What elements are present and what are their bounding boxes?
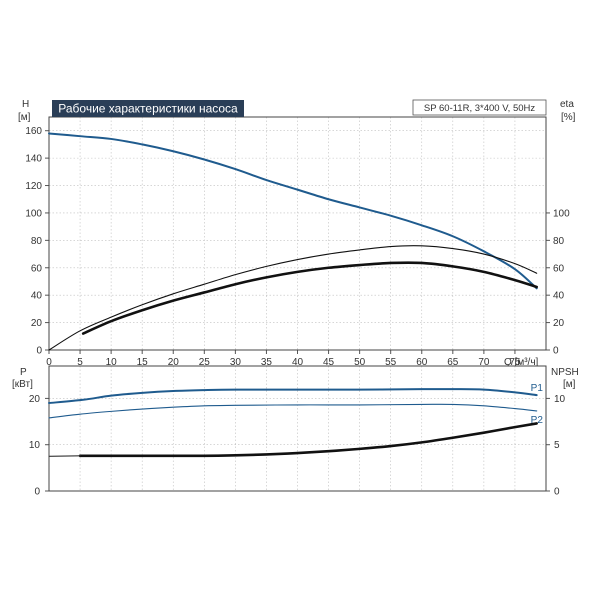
top-y-right-tick-label: 60 [553,263,565,274]
top-y-right-axis-unit: [%] [561,112,576,123]
top-y-left-tick-label: 60 [31,263,43,274]
top-chart-subtitle: SP 60-11R, 3*400 V, 50Hz [424,103,536,114]
bottom-y-right-axis-unit: [м] [563,379,576,390]
top-y-left-tick-label: 140 [25,154,42,165]
top-y-left-tick-label: 0 [36,346,42,357]
bottom-y-right-tick-label: 0 [554,487,560,498]
p1-series-label: P1 [531,383,544,394]
top-y-right-axis-label: eta [560,99,574,110]
top-y-left-tick-label: 120 [25,181,42,192]
bottom-y-left-axis-label: P [20,367,27,378]
top-y-right-tick-label: 100 [553,208,570,219]
bottom-y-left-tick-label: 10 [29,440,41,451]
top-y-left-axis-label: H [22,99,29,110]
top-y-right-tick-label: 20 [553,318,565,329]
top-y-left-tick-label: 20 [31,318,43,329]
bottom-y-right-axis-label: NPSH [551,367,579,378]
top-y-right-tick-label: 0 [553,346,559,357]
top-y-right-tick-label: 80 [553,236,565,247]
top-y-right-tick-label: 40 [553,291,565,302]
top-y-left-tick-label: 80 [31,236,43,247]
top-y-left-tick-label: 40 [31,291,43,302]
bottom-y-right-tick-label: 5 [554,440,560,451]
bottom-y-left-tick-label: 20 [29,394,41,405]
bottom-y-left-axis-unit: [кВт] [12,379,33,390]
top-chart-title: Рабочие характеристики насоса [58,102,238,116]
top-y-left-tick-label: 160 [25,126,42,137]
top-y-left-axis-unit: [м] [18,112,31,123]
bottom-y-left-tick-label: 0 [34,487,40,498]
top-y-left-tick-label: 100 [25,208,42,219]
bottom-y-right-tick-label: 10 [554,394,566,405]
